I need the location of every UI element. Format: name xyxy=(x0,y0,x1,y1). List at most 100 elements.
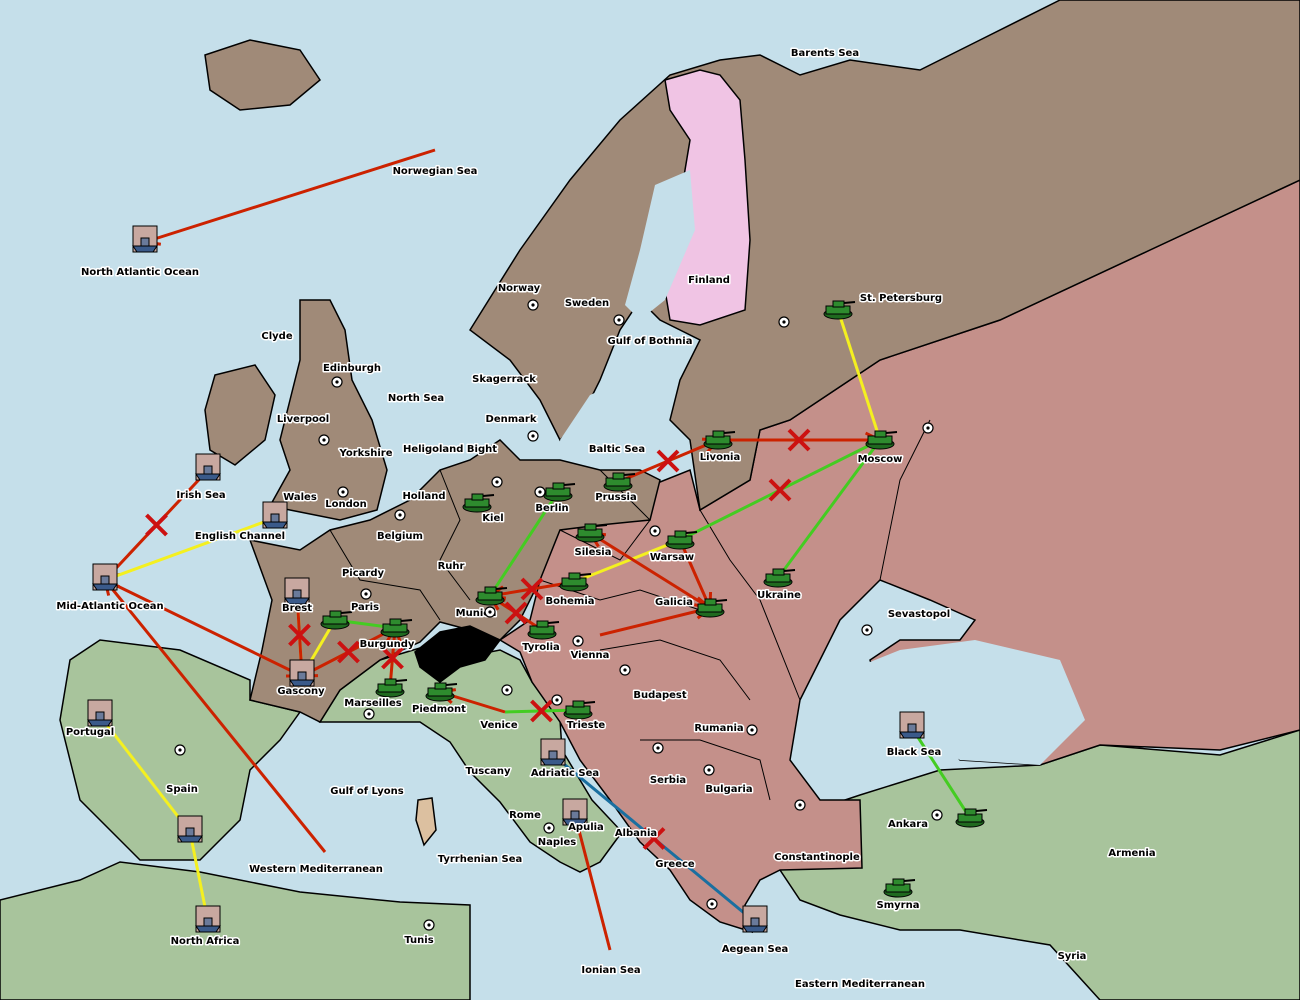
army-unit-icon[interactable] xyxy=(425,682,458,702)
supply-center-icon xyxy=(746,724,758,736)
province-label-barents-sea: Barents Sea xyxy=(791,48,859,59)
failed-order-x-icon xyxy=(504,601,528,625)
army-unit-icon[interactable] xyxy=(823,300,856,320)
province-label-kiel: Kiel xyxy=(482,513,503,524)
fleet-unit-icon[interactable] xyxy=(899,711,925,739)
province-label-ruhr: Ruhr xyxy=(438,561,465,572)
supply-center-icon xyxy=(551,694,563,706)
fleet-unit-icon[interactable] xyxy=(289,659,315,687)
green-land-turkey xyxy=(758,729,1300,1000)
supply-center-icon xyxy=(794,799,806,811)
fleet-unit-icon[interactable] xyxy=(132,225,158,253)
province-label-finland: Finland xyxy=(688,275,730,286)
army-unit-icon[interactable] xyxy=(559,572,592,592)
province-label-clyde: Clyde xyxy=(261,331,292,342)
army-unit-icon[interactable] xyxy=(575,523,608,543)
province-label-ankara: Ankara xyxy=(888,819,928,830)
brown-power-scandinavia-russia xyxy=(468,0,1300,512)
province-border xyxy=(599,639,751,701)
province-label-burgundy: Burgundy xyxy=(360,639,415,650)
order-support xyxy=(836,309,882,441)
fleet-unit-icon[interactable] xyxy=(284,577,310,605)
order-line xyxy=(104,516,276,582)
army-unit-icon[interactable] xyxy=(543,482,576,502)
province-label-spain: Spain xyxy=(166,784,198,795)
army-unit-icon[interactable] xyxy=(475,586,508,606)
province-label-black-sea: Black Sea xyxy=(887,747,942,758)
province-label-apulia: Apulia xyxy=(568,822,604,833)
fleet-unit-icon[interactable] xyxy=(742,905,768,933)
order-line xyxy=(103,579,327,853)
water-baltic xyxy=(560,380,672,466)
province-label-smyrna: Smyrna xyxy=(877,900,920,911)
province-label-rome: Rome xyxy=(509,810,541,821)
order-line xyxy=(599,606,711,637)
province-label-vienna: Vienna xyxy=(571,650,610,661)
order-line xyxy=(910,727,972,819)
province-label-bulgaria: Bulgaria xyxy=(705,784,752,795)
province-label-edinburgh: Edinburgh xyxy=(323,363,381,374)
army-unit-icon[interactable] xyxy=(883,878,916,898)
army-unit-icon[interactable] xyxy=(527,620,560,640)
army-unit-icon[interactable] xyxy=(603,472,636,492)
province-label-warsaw: Warsaw xyxy=(650,552,694,563)
army-unit-icon[interactable] xyxy=(955,808,988,828)
army-unit-icon[interactable] xyxy=(665,530,698,550)
province-label-gulf-of-lyons: Gulf of Lyons xyxy=(330,786,403,797)
province-label-sweden: Sweden xyxy=(565,298,609,309)
province-label-gascony: Gascony xyxy=(277,686,325,697)
order-line xyxy=(98,715,192,833)
order-line xyxy=(144,148,436,244)
fleet-unit-icon[interactable] xyxy=(195,905,221,933)
army-unit-icon[interactable] xyxy=(375,678,408,698)
fleet-unit-icon[interactable] xyxy=(540,738,566,766)
province-label-ionian-sea: Ionian Sea xyxy=(581,965,640,976)
province-label-liverpool: Liverpool xyxy=(277,414,329,425)
supply-center-icon xyxy=(527,430,539,442)
supply-center-icon xyxy=(174,744,186,756)
fleet-unit-icon[interactable] xyxy=(262,501,288,529)
supply-center-icon xyxy=(527,299,539,311)
province-label-brest: Brest xyxy=(282,603,312,614)
army-unit-icon[interactable] xyxy=(563,700,596,720)
green-land-north-africa xyxy=(0,861,471,1000)
water-gulf-of-bothnia xyxy=(625,170,695,320)
order-line xyxy=(678,539,712,609)
supply-center-icon xyxy=(491,476,503,488)
fleet-unit-icon[interactable] xyxy=(562,798,588,826)
order-line xyxy=(573,538,681,584)
province-label-north-sea: North Sea xyxy=(388,393,444,404)
supply-center-icon xyxy=(922,422,934,434)
province-label-tyrolia: Tyrolia xyxy=(522,642,560,653)
province-label-english-channel: English Channel xyxy=(195,531,285,542)
province-label-tyrrhenian-sea: Tyrrhenian Sea xyxy=(438,854,523,865)
province-label-gulf-of-bothnia: Gulf of Bothnia xyxy=(608,336,693,347)
failed-order-x-icon xyxy=(768,478,792,502)
army-unit-icon[interactable] xyxy=(703,430,736,450)
failed-order-x-icon xyxy=(656,449,680,473)
fleet-unit-icon[interactable] xyxy=(87,699,113,727)
province-border xyxy=(879,419,931,581)
fleet-unit-icon[interactable] xyxy=(195,453,221,481)
province-label-picardy: Picardy xyxy=(342,568,385,579)
supply-center-icon xyxy=(501,684,513,696)
army-unit-icon[interactable] xyxy=(763,568,796,588)
province-label-piedmont: Piedmont xyxy=(412,704,466,715)
army-unit-icon[interactable] xyxy=(320,610,353,630)
order-line xyxy=(573,814,612,951)
province-label-serbia: Serbia xyxy=(650,775,686,786)
province-label-norway: Norway xyxy=(498,283,541,294)
army-unit-icon[interactable] xyxy=(865,430,898,450)
province-label-rumania: Rumania xyxy=(694,723,743,734)
army-unit-icon[interactable] xyxy=(462,493,495,513)
province-label-trieste: Trieste xyxy=(567,720,606,731)
supply-center-icon xyxy=(703,764,715,776)
fleet-unit-icon[interactable] xyxy=(92,563,118,591)
corsica xyxy=(415,797,437,847)
province-border xyxy=(640,739,771,801)
army-unit-icon[interactable] xyxy=(695,598,728,618)
army-unit-icon[interactable] xyxy=(380,618,413,638)
brown-power-britain xyxy=(268,299,388,521)
fleet-unit-icon[interactable] xyxy=(177,815,203,843)
